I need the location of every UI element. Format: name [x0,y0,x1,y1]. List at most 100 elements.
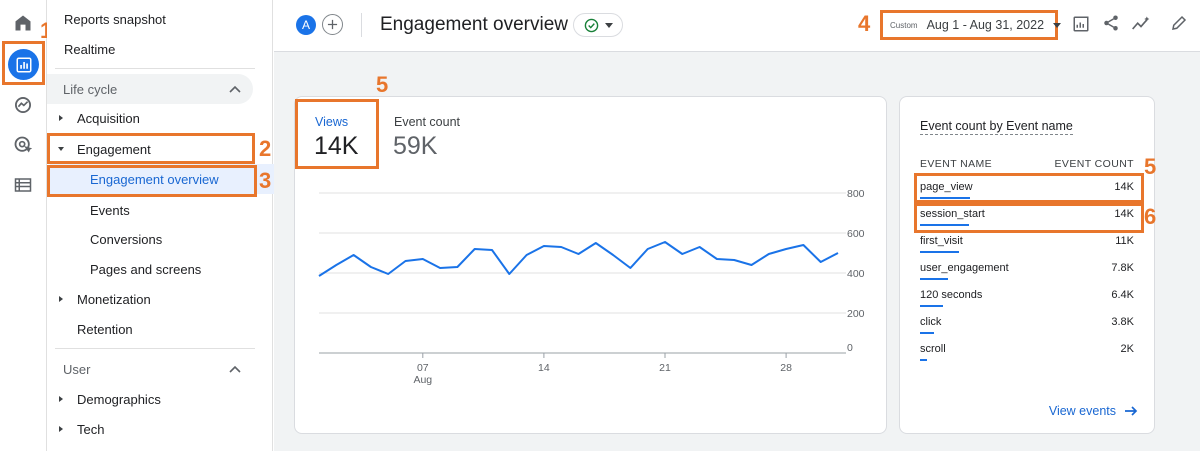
nav-section-user-label: User [63,361,91,377]
x-tick-label: 28 [780,362,792,374]
event-count-cell: 14K [1114,208,1134,220]
home-icon[interactable] [10,10,36,36]
date-custom-label: Custom [890,20,918,30]
event-name-cell: scroll [920,343,946,355]
annotation-number-5-page-view: 5 [1144,154,1157,179]
x-tick-sublabel: Aug [413,374,432,386]
share-icon[interactable] [1102,14,1120,32]
add-comparison-button[interactable] [322,14,343,35]
event-count-cell: 11K [1115,235,1134,247]
event-share-bar [920,278,948,280]
configure-icon[interactable] [10,172,36,198]
nav-tech[interactable]: Tech [77,422,105,437]
nav-monetization[interactable]: Monetization [77,292,151,307]
table-row[interactable]: 120 seconds 6.4K [920,289,1134,313]
event-name-cell: click [920,316,942,328]
nav-demographics[interactable]: Demographics [77,392,161,407]
y-tick-label: 800 [847,188,865,200]
table-row[interactable]: first_visit 11K [920,235,1134,259]
col-header-event-name[interactable]: EVENT NAME [920,158,993,170]
nav-events[interactable]: Events [90,203,130,218]
event-count-cell: 14K [1114,181,1134,193]
annotation-number-5-views: 5 [376,72,389,97]
col-header-event-count[interactable]: EVENT COUNT [1054,158,1134,170]
nav-engagement[interactable]: Engagement [77,142,151,157]
icon-rail [0,0,47,451]
top-bar: A Engagement overview 4 Custom Aug 1 - A… [274,0,1200,52]
events-card-title[interactable]: Event count by Event name [920,119,1073,135]
nav-section-lifecycle[interactable]: Life cycle [47,74,253,104]
event-name-cell: user_engagement [920,262,1009,274]
nav-divider [55,68,255,69]
table-row[interactable]: user_engagement 7.8K [920,262,1134,286]
nav-acquisition[interactable]: Acquisition [77,111,140,126]
table-row[interactable]: click 3.8K [920,316,1134,340]
edit-icon[interactable] [1170,14,1188,32]
nav-conversions[interactable]: Conversions [90,232,163,247]
chevron-up-icon [229,365,241,373]
annotation-number-6: 6 [1144,204,1157,229]
event-count-cell: 6.4K [1111,289,1134,301]
insights-icon[interactable] [1131,15,1151,33]
date-range-value: Aug 1 - Aug 31, 2022 [926,18,1045,32]
nav-reports-snapshot[interactable]: Reports snapshot [64,12,166,27]
avatar[interactable]: A [296,15,316,35]
expand-demographics-icon[interactable] [59,396,63,402]
event-share-bar [920,251,959,253]
nav-engagement-overview[interactable]: Engagement overview [90,172,219,187]
x-tick-label: 21 [659,362,671,374]
checkmark-icon [584,18,598,32]
nav-panel: Reports snapshot Realtime Life cycle Acq… [47,0,300,451]
event-name-cell: first_visit [920,235,963,247]
reports-icon[interactable] [8,49,39,80]
nav-divider [55,348,255,349]
title-status-chip[interactable] [573,13,623,37]
view-events-label: View events [1048,404,1116,418]
y-tick-label: 400 [847,268,865,280]
table-row[interactable]: scroll 2K [920,343,1134,367]
metric-event-count-value: 59K [393,132,438,160]
x-tick-label: 07 [417,362,429,374]
annotation-number-2: 2 [259,136,272,161]
y-tick-label: 200 [847,308,865,320]
event-name-cell: 120 seconds [920,289,983,301]
nav-pages-and-screens[interactable]: Pages and screens [90,262,202,277]
chart-card: Views 14K Event count 59K 800 600 400 200 0 0… [294,96,887,434]
event-share-bar [920,197,970,199]
nav-realtime[interactable]: Realtime [64,42,116,57]
view-events-link[interactable]: View events [1049,404,1138,418]
y-tick-label: 0 [847,342,853,354]
advertising-icon[interactable] [10,132,36,158]
main-area: A Engagement overview 4 Custom Aug 1 - A… [274,0,1200,451]
nav-section-lifecycle-label: Life cycle [63,81,118,97]
metric-views-value: 14K [314,132,359,160]
page-title: Engagement overview [380,14,568,35]
nav-retention[interactable]: Retention [77,322,133,337]
annotation-number-3: 3 [259,168,272,193]
chevron-down-icon [604,22,613,28]
metric-event-count-label[interactable]: Event count [394,115,461,129]
expand-monetization-icon[interactable] [59,296,63,302]
expand-acquisition-icon[interactable] [59,115,63,121]
series-line-views[interactable] [318,241,839,277]
table-row[interactable]: page_view 14K [920,181,1134,205]
plus-icon [327,19,338,30]
event-share-bar [920,224,969,226]
x-tick-label: 14 [538,362,550,374]
event-name-cell: session_start [920,208,985,220]
events-card: Event count by Event name EVENT NAME EVE… [899,96,1155,434]
metric-views-label[interactable]: Views [315,115,349,129]
nav-section-user[interactable]: User [47,354,253,384]
table-row[interactable]: session_start 14K [920,208,1134,232]
collapse-engagement-icon[interactable] [58,147,64,151]
date-range-picker[interactable]: Custom Aug 1 - Aug 31, 2022 [880,10,1062,40]
explore-icon[interactable] [10,92,36,118]
expand-tech-icon[interactable] [59,426,63,432]
event-name-cell: page_view [920,181,973,193]
customize-report-icon[interactable] [1072,15,1090,33]
chevron-down-icon [1053,22,1062,28]
event-count-cell: 3.8K [1111,316,1134,328]
event-share-bar [920,359,927,361]
arrow-right-icon [1125,406,1138,416]
